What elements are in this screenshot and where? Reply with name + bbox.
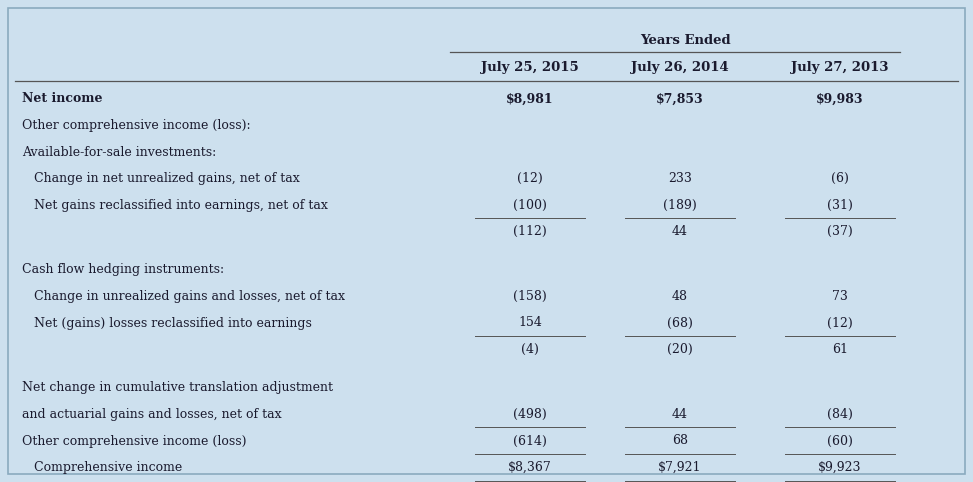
Text: Cash flow hedging instruments:: Cash flow hedging instruments: bbox=[22, 264, 224, 277]
Text: (20): (20) bbox=[667, 343, 693, 356]
Text: Net income: Net income bbox=[22, 93, 102, 106]
Text: Other comprehensive income (loss): Other comprehensive income (loss) bbox=[22, 434, 246, 447]
Text: (100): (100) bbox=[513, 199, 547, 212]
Text: Years Ended: Years Ended bbox=[639, 34, 731, 46]
Text: (84): (84) bbox=[827, 408, 853, 421]
Text: 154: 154 bbox=[518, 317, 542, 330]
Text: $7,853: $7,853 bbox=[656, 93, 703, 106]
Text: Available-for-sale investments:: Available-for-sale investments: bbox=[22, 146, 216, 159]
Text: (498): (498) bbox=[513, 408, 547, 421]
Text: (158): (158) bbox=[513, 290, 547, 303]
Text: 48: 48 bbox=[672, 290, 688, 303]
Text: (614): (614) bbox=[513, 434, 547, 447]
Text: 68: 68 bbox=[672, 434, 688, 447]
Text: 61: 61 bbox=[832, 343, 848, 356]
Text: (6): (6) bbox=[831, 172, 848, 185]
Text: Other comprehensive income (loss):: Other comprehensive income (loss): bbox=[22, 119, 251, 132]
Text: Change in unrealized gains and losses, net of tax: Change in unrealized gains and losses, n… bbox=[22, 290, 345, 303]
Text: $9,983: $9,983 bbox=[816, 93, 864, 106]
Text: (37): (37) bbox=[827, 225, 853, 238]
Text: Net change in cumulative translation adjustment: Net change in cumulative translation adj… bbox=[22, 381, 333, 394]
Text: $8,367: $8,367 bbox=[508, 461, 552, 474]
Text: $9,923: $9,923 bbox=[818, 461, 862, 474]
Text: July 27, 2013: July 27, 2013 bbox=[791, 61, 888, 73]
Text: (4): (4) bbox=[522, 343, 539, 356]
Text: $7,921: $7,921 bbox=[659, 461, 702, 474]
Text: (12): (12) bbox=[517, 172, 543, 185]
Text: Change in net unrealized gains, net of tax: Change in net unrealized gains, net of t… bbox=[22, 172, 300, 185]
Text: Comprehensive income: Comprehensive income bbox=[22, 461, 182, 474]
Text: $8,981: $8,981 bbox=[506, 93, 554, 106]
Text: (68): (68) bbox=[667, 317, 693, 330]
Text: and actuarial gains and losses, net of tax: and actuarial gains and losses, net of t… bbox=[22, 408, 281, 421]
Text: (189): (189) bbox=[664, 199, 697, 212]
Text: (12): (12) bbox=[827, 317, 853, 330]
Text: (31): (31) bbox=[827, 199, 853, 212]
Text: 44: 44 bbox=[672, 408, 688, 421]
Text: Net (gains) losses reclassified into earnings: Net (gains) losses reclassified into ear… bbox=[22, 317, 312, 330]
Text: (60): (60) bbox=[827, 434, 853, 447]
Text: (112): (112) bbox=[513, 225, 547, 238]
Text: 44: 44 bbox=[672, 225, 688, 238]
Text: July 26, 2014: July 26, 2014 bbox=[631, 61, 729, 73]
Text: Net gains reclassified into earnings, net of tax: Net gains reclassified into earnings, ne… bbox=[22, 199, 328, 212]
Text: July 25, 2015: July 25, 2015 bbox=[481, 61, 579, 73]
Text: 73: 73 bbox=[832, 290, 847, 303]
Text: 233: 233 bbox=[668, 172, 692, 185]
